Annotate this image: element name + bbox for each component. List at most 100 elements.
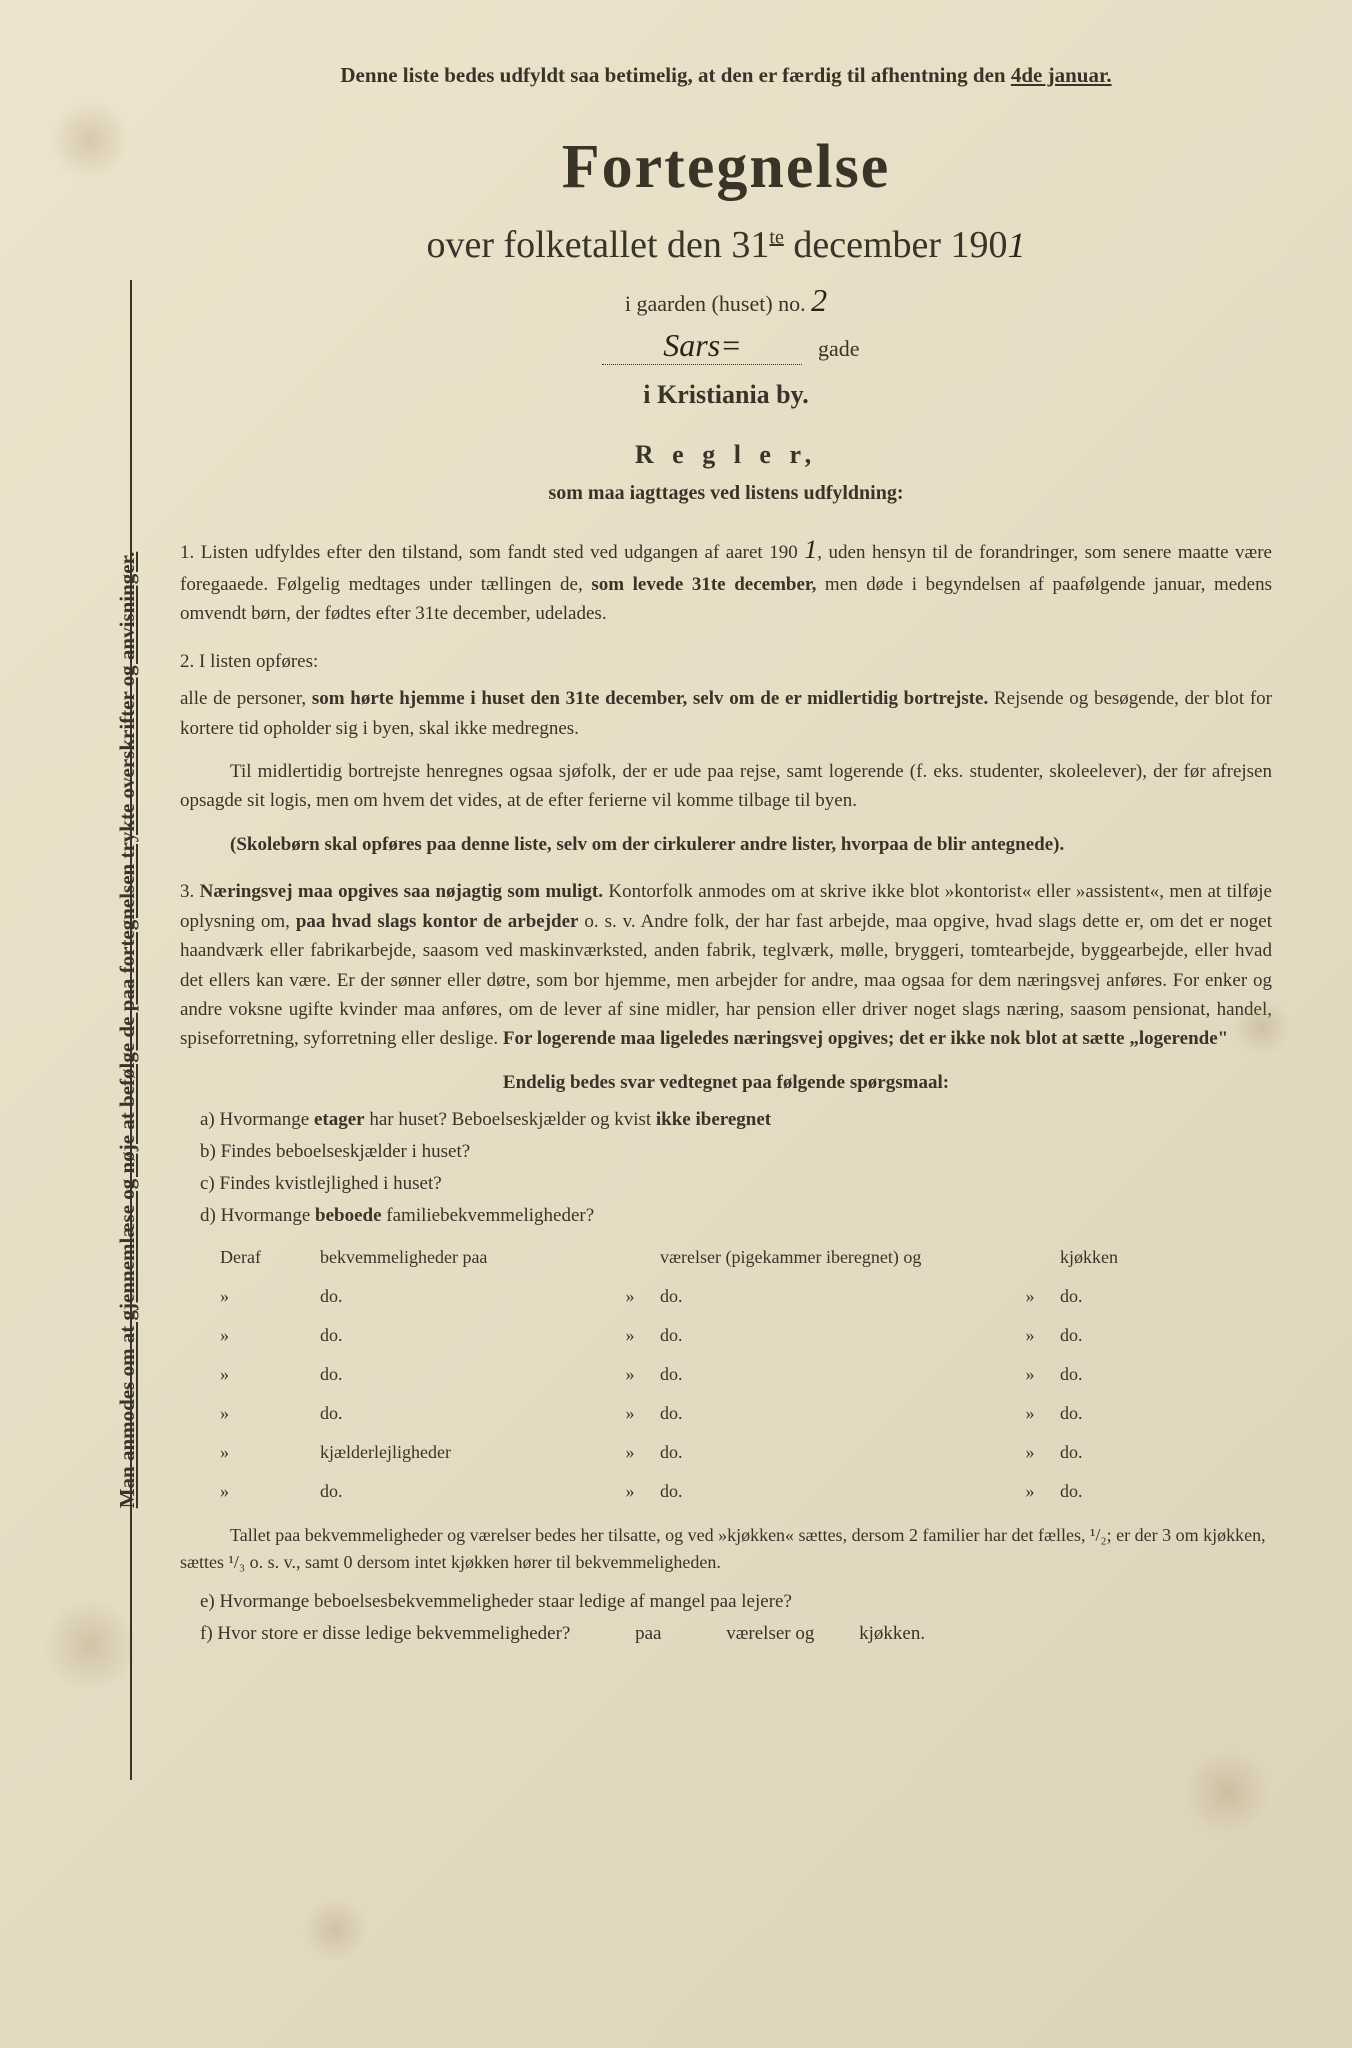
cell: do. bbox=[320, 1403, 600, 1424]
question-f: f) Hvor store er disse ledige bekvemmeli… bbox=[180, 1623, 1272, 1645]
cell: do. bbox=[320, 1286, 600, 1307]
cell: do. bbox=[1060, 1364, 1180, 1385]
question-bold: etager bbox=[314, 1109, 365, 1130]
cell: do. bbox=[660, 1364, 1000, 1385]
note-text: Denne liste bedes udfyldt saa betimelig,… bbox=[340, 63, 1010, 87]
street-suffix: gade bbox=[818, 336, 860, 361]
cell: do. bbox=[1060, 1325, 1180, 1346]
rules-subtitle: som maa iagttages ved listens udfyldning… bbox=[180, 482, 1272, 505]
cell: do. bbox=[1060, 1403, 1180, 1424]
table-row: » kjælderlejligheder » do. » do. bbox=[220, 1442, 1272, 1463]
cell: » bbox=[220, 1286, 320, 1307]
question-text: familiebekvemmeligheder? bbox=[382, 1205, 595, 1226]
table-row: » do. » do. » do. bbox=[220, 1286, 1272, 1307]
cell: » bbox=[1000, 1286, 1060, 1307]
street-field: Sars= bbox=[602, 327, 802, 365]
question-text: Findes kvistlejlighed i huset? bbox=[220, 1173, 442, 1194]
cell: » bbox=[220, 1403, 320, 1424]
question-field: kjøkken. bbox=[859, 1623, 925, 1644]
rules-title: R e g l e r, bbox=[180, 440, 1272, 470]
note-underlined: 4de januar. bbox=[1011, 63, 1112, 87]
cell: » bbox=[1000, 1364, 1060, 1385]
address-prefix: i gaarden (huset) no. bbox=[625, 291, 811, 316]
address-line-2: Sars= gade bbox=[180, 327, 1272, 365]
question-text: Hvormange bbox=[220, 1109, 314, 1130]
rule-intro: I listen opføres: bbox=[199, 651, 318, 672]
rule-3: 3. Næringsvej maa opgives saa nøjagtig s… bbox=[180, 877, 1272, 1054]
rule-2: 2. I listen opføres: alle de personer, s… bbox=[180, 647, 1272, 860]
table-row: » do. » do. » do. bbox=[220, 1325, 1272, 1346]
cell: » bbox=[600, 1286, 660, 1307]
rule-1: 1. Listen udfyldes efter den tilstand, s… bbox=[180, 530, 1272, 629]
subtitle-prefix: over folketallet den 31 bbox=[426, 224, 769, 266]
cell: » bbox=[220, 1325, 320, 1346]
rule-para: Til midlertidig bortrejste henregnes ogs… bbox=[180, 757, 1272, 816]
instruction-note: Denne liste bedes udfyldt saa betimelig,… bbox=[180, 60, 1272, 92]
cell: » bbox=[1000, 1481, 1060, 1502]
main-title: Fortegnelse bbox=[180, 132, 1272, 203]
cell: » bbox=[600, 1325, 660, 1346]
table-row: » do. » do. » do. bbox=[220, 1403, 1272, 1424]
question-letter: d) bbox=[200, 1205, 216, 1226]
question-letter: a) bbox=[200, 1109, 215, 1130]
cell: do. bbox=[320, 1481, 600, 1502]
subtitle-sup: te bbox=[769, 226, 783, 248]
header-col4: værelser (pigekammer iberegnet) og bbox=[660, 1247, 1000, 1268]
cell: do. bbox=[320, 1364, 600, 1385]
cell: do. bbox=[660, 1286, 1000, 1307]
cell: do. bbox=[1060, 1442, 1180, 1463]
cell: do. bbox=[660, 1403, 1000, 1424]
cell: do. bbox=[660, 1481, 1000, 1502]
cell: » bbox=[1000, 1403, 1060, 1424]
cell: » bbox=[1000, 1442, 1060, 1463]
subtitle-middle: december 190 bbox=[784, 224, 1008, 266]
questions-heading: Endelig bedes svar vedtegnet paa følgend… bbox=[180, 1072, 1272, 1094]
paper-aging bbox=[1232, 1000, 1292, 1055]
house-number: 2 bbox=[811, 282, 827, 318]
cell: » bbox=[220, 1442, 320, 1463]
question-text: Findes beboelseskjælder i huset? bbox=[221, 1141, 471, 1162]
table-footnote: Tallet paa bekvemmeligheder og værelser … bbox=[180, 1522, 1272, 1576]
question-text: Hvor store er disse ledige bekvemmelighe… bbox=[217, 1623, 570, 1644]
question-field: værelser og bbox=[726, 1623, 814, 1644]
rule-bold: som hørte hjemme i huset den 31te decemb… bbox=[312, 688, 988, 709]
cell: » bbox=[220, 1481, 320, 1502]
question-bold: ikke iberegnet bbox=[656, 1109, 771, 1130]
paper-aging bbox=[300, 1900, 370, 1960]
question-bold: beboede bbox=[315, 1205, 382, 1226]
rule-text: Listen udfyldes efter den tilstand, som … bbox=[201, 542, 804, 563]
cell: do. bbox=[320, 1325, 600, 1346]
table-header: Deraf bekvemmeligheder paa værelser (pig… bbox=[220, 1247, 1272, 1268]
rule-bold: som levede 31te december, bbox=[591, 574, 816, 595]
paper-aging bbox=[1182, 1750, 1272, 1835]
rule-number: 3. bbox=[180, 881, 194, 902]
question-letter: f) bbox=[200, 1623, 213, 1644]
amenities-table: Deraf bekvemmeligheder paa værelser (pig… bbox=[220, 1247, 1272, 1502]
question-a: a) Hvormange etager har huset? Beboelses… bbox=[180, 1109, 1272, 1131]
rule-text: alle de personer, bbox=[180, 688, 312, 709]
subtitle: over folketallet den 31te december 1901 bbox=[180, 223, 1272, 267]
question-letter: b) bbox=[200, 1141, 216, 1162]
cell: do. bbox=[1060, 1286, 1180, 1307]
cell: do. bbox=[660, 1325, 1000, 1346]
question-text: Hvormange bbox=[221, 1205, 315, 1226]
year-handwritten: 1 bbox=[1008, 225, 1026, 265]
question-text: Hvormange beboelsesbekvemmeligheder staa… bbox=[220, 1591, 792, 1612]
paper-aging bbox=[50, 100, 130, 180]
table-row: » do. » do. » do. bbox=[220, 1364, 1272, 1385]
rule-bold-para: (Skolebørn skal opføres paa denne liste,… bbox=[180, 830, 1272, 859]
rule-number: 2. bbox=[180, 651, 194, 672]
cell: do. bbox=[660, 1442, 1000, 1463]
cell: » bbox=[600, 1364, 660, 1385]
rule-bold: paa hvad slags kontor de arbejder bbox=[296, 911, 579, 932]
header-col2: bekvemmeligheder paa bbox=[320, 1247, 600, 1268]
year-inline: 1 bbox=[804, 535, 817, 564]
question-text: har huset? Beboelseskjælder og kvist bbox=[365, 1109, 656, 1130]
question-c: c) Findes kvistlejlighed i huset? bbox=[180, 1173, 1272, 1195]
question-b: b) Findes beboelseskjælder i huset? bbox=[180, 1141, 1272, 1163]
cell: kjælderlejligheder bbox=[320, 1442, 600, 1463]
cell: do. bbox=[1060, 1481, 1180, 1502]
rule-bold: Næringsvej maa opgives saa nøjagtig som … bbox=[200, 881, 603, 902]
question-e: e) Hvormange beboelsesbekvemmeligheder s… bbox=[180, 1591, 1272, 1613]
question-d: d) Hvormange beboede familiebekvemmeligh… bbox=[180, 1205, 1272, 1227]
